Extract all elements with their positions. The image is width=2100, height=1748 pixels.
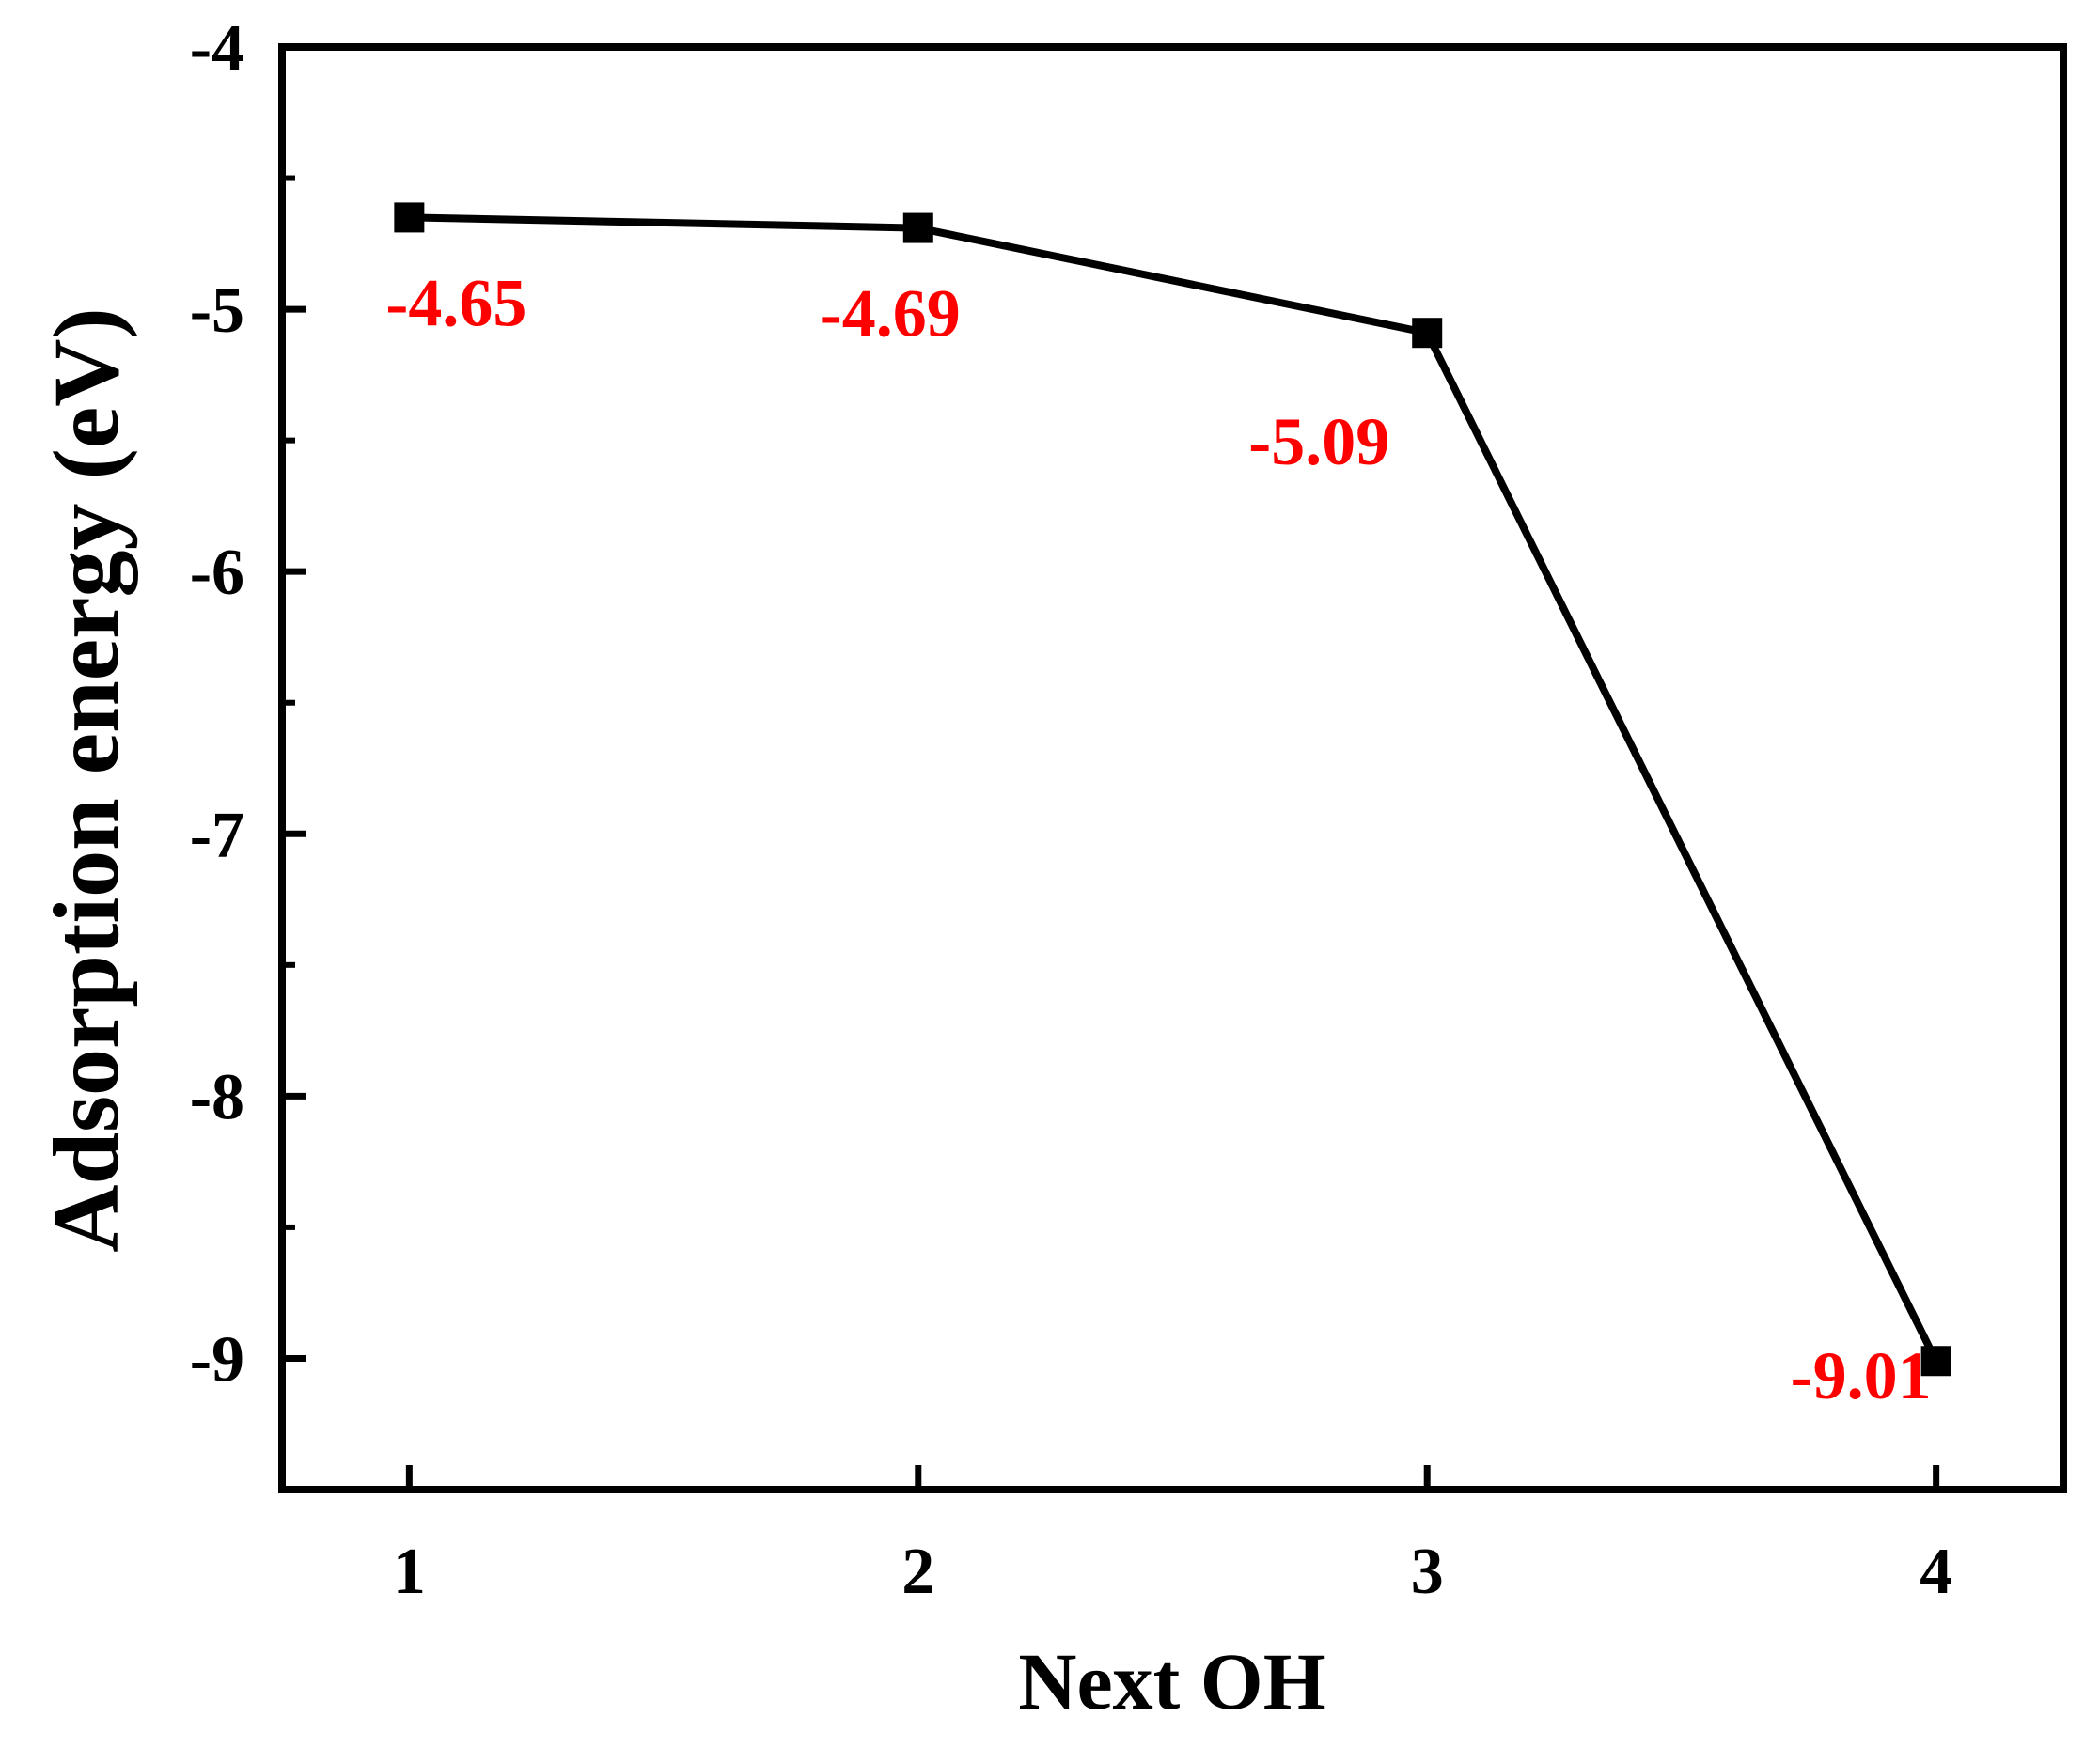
series-line (409, 213, 1940, 1364)
y-tick-label: -4 (190, 12, 244, 85)
y-tick-label: -9 (190, 1323, 244, 1396)
data-label: -5.09 (1248, 404, 1389, 479)
series-layer (394, 202, 1951, 1377)
ticks-layer: -4 -5 -6 -7 -8 -9 1 2 3 4 (190, 12, 1952, 1608)
data-point (394, 202, 425, 233)
y-tick-label: -6 (190, 537, 244, 609)
x-tick-label: 1 (393, 1536, 426, 1608)
y-tick-label: -5 (190, 274, 244, 347)
data-label: -4.65 (385, 265, 526, 340)
x-axis-title: Next OH (1018, 1636, 1325, 1726)
data-point (902, 212, 933, 243)
plot-frame (278, 43, 2067, 1493)
data-point (1920, 1346, 1951, 1377)
y-tick-label: -7 (190, 799, 244, 871)
y-tick-label: -8 (190, 1061, 244, 1133)
x-tick-label: 3 (1411, 1536, 1444, 1608)
data-point (1412, 318, 1443, 349)
data-label: -9.01 (1791, 1338, 1932, 1413)
data-labels-layer: -4.65 -4.69 -5.09 -9.01 (385, 265, 1931, 1413)
x-tick-label: 4 (1920, 1536, 1952, 1608)
x-tick-label: 2 (901, 1536, 934, 1608)
data-label: -4.69 (820, 276, 961, 351)
y-axis-title: Adsorption energy (eV) (34, 307, 138, 1252)
